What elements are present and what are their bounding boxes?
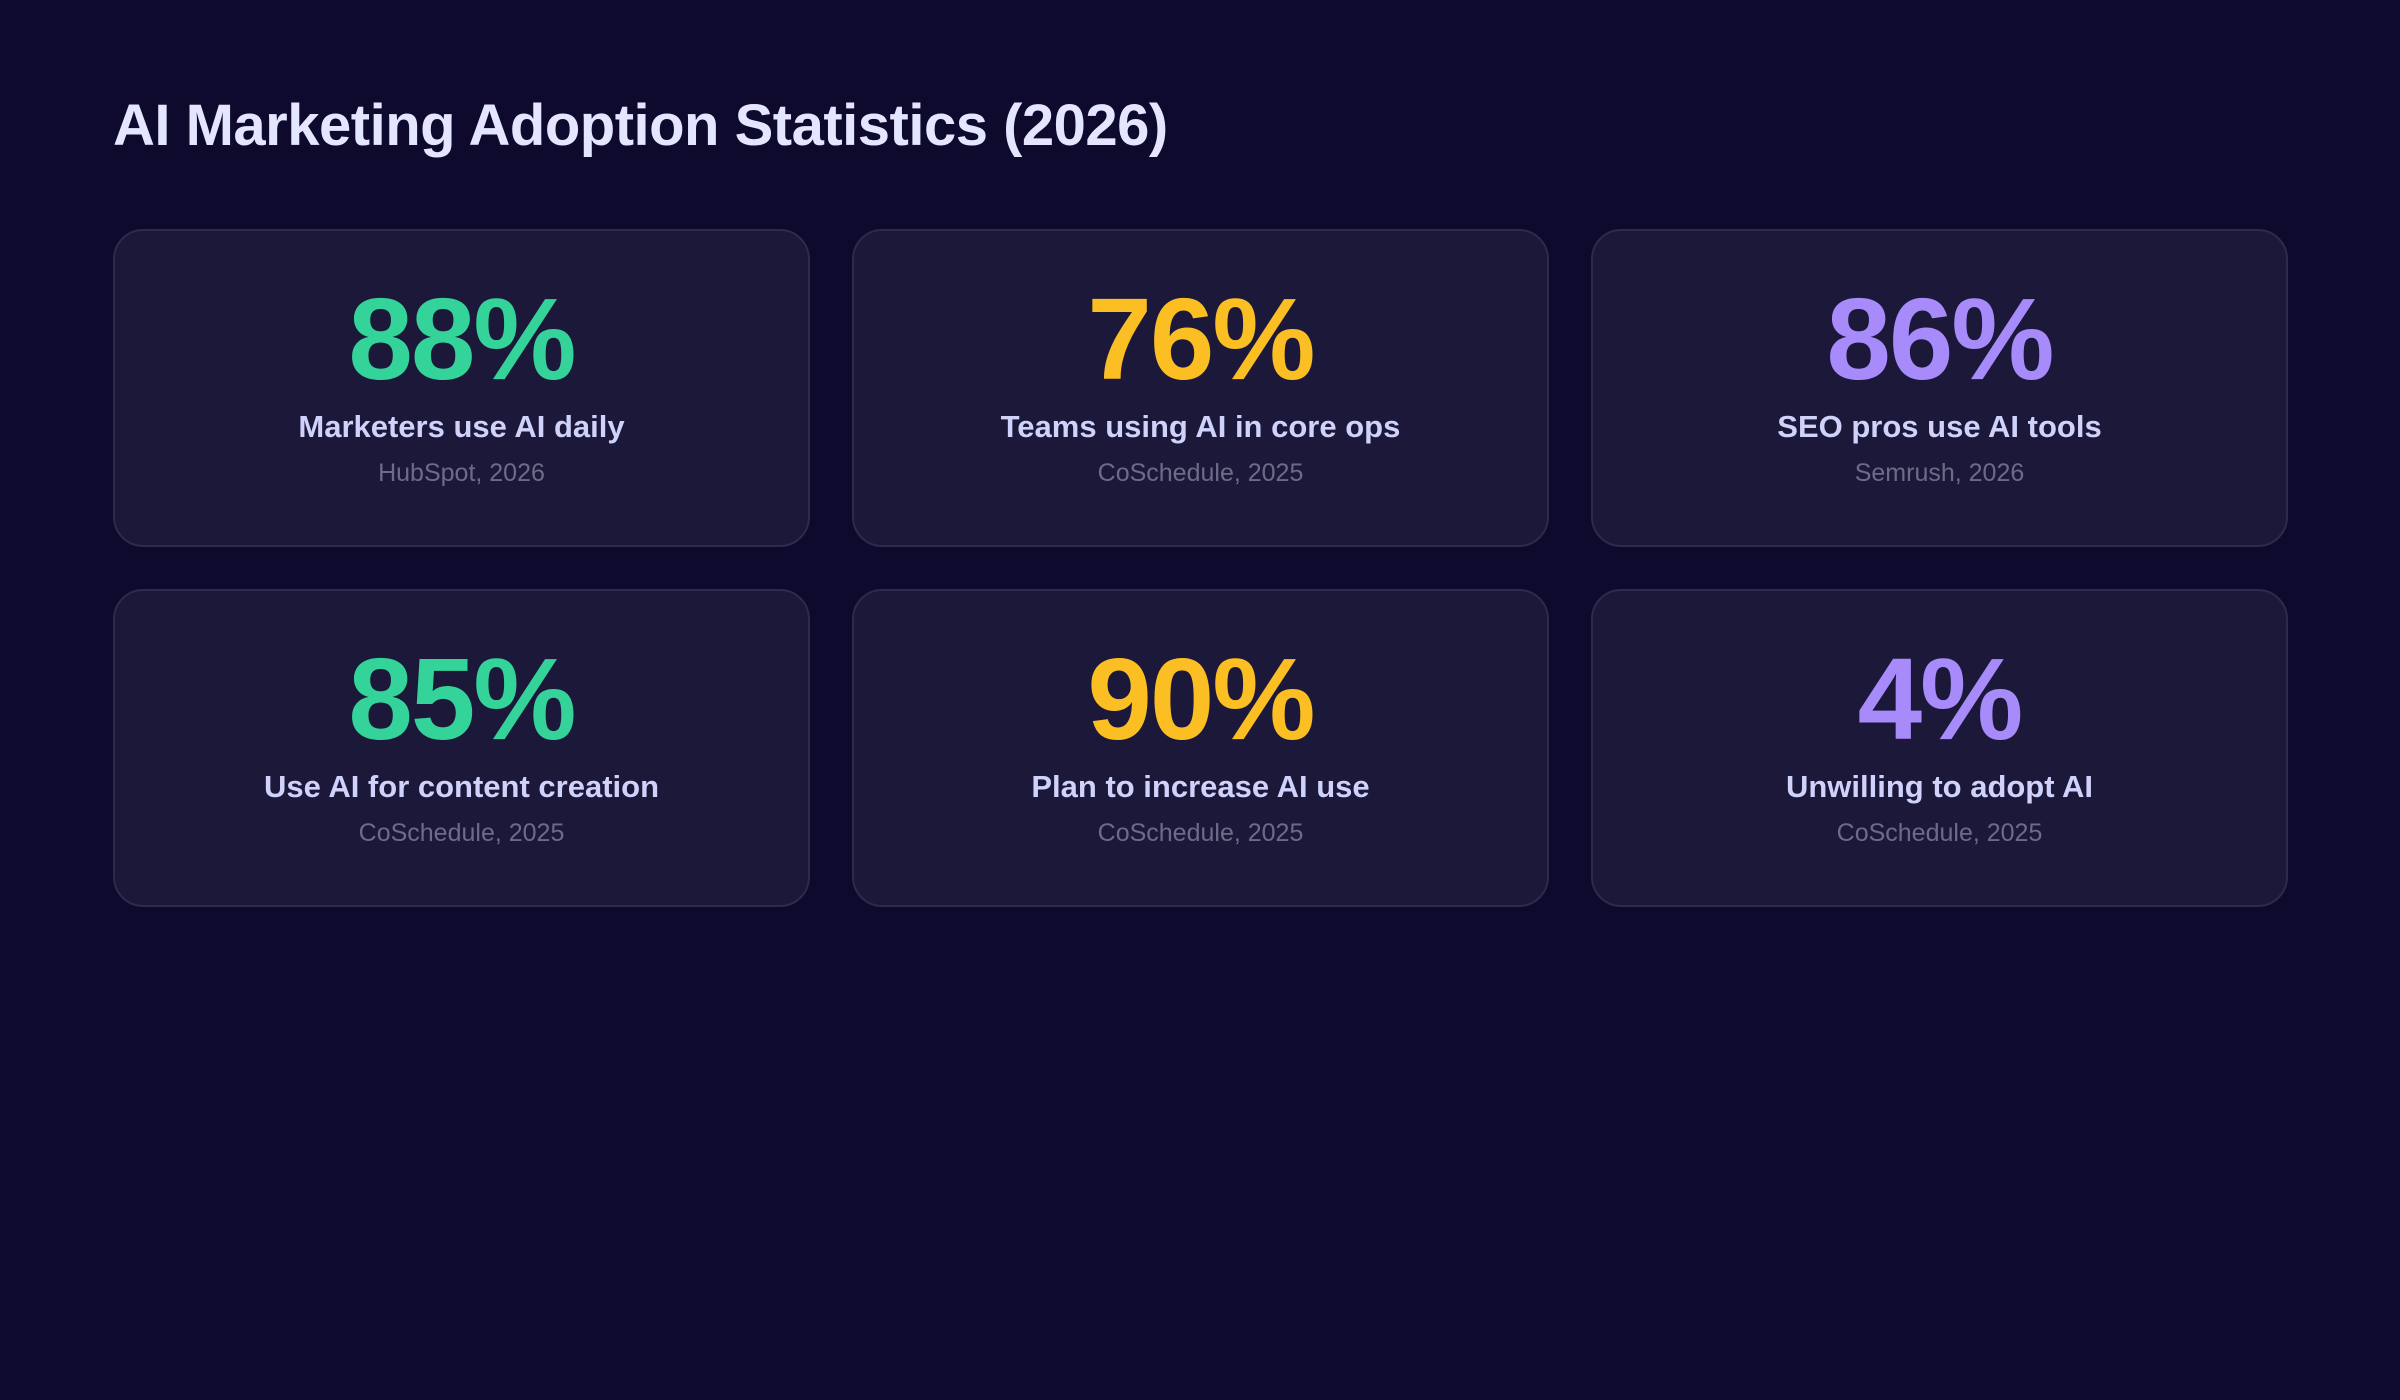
stat-source: CoSchedule, 2025 (358, 819, 565, 847)
stat-label: Plan to increase AI use (1031, 769, 1370, 804)
stat-source: CoSchedule, 2025 (1836, 819, 2043, 847)
stats-grid: 88% Marketers use AI daily HubSpot, 2026 7… (113, 229, 2288, 907)
stat-value: 4% (1857, 634, 2024, 764)
stat-card: 90% Plan to increase AI use CoSchedule, 20… (852, 589, 1549, 907)
page-title: AI Marketing Adoption Statistics (2026) (113, 93, 1168, 158)
stat-label: Unwilling to adopt AI (1785, 769, 2094, 804)
stat-source: HubSpot, 2026 (378, 459, 545, 487)
stat-value: 88% (348, 274, 576, 404)
stat-label: Teams using AI in core ops (1000, 409, 1401, 444)
stat-value: 90% (1087, 634, 1315, 764)
stat-label: SEO pros use AI tools (1777, 409, 2102, 444)
stat-value: 85% (348, 634, 576, 764)
stat-label: Marketers use AI daily (298, 409, 625, 444)
stat-source: Semrush, 2026 (1854, 459, 2025, 487)
stat-card: 76% Teams using AI in core ops CoSchedule,… (852, 229, 1549, 547)
stat-source: CoSchedule, 2025 (1097, 459, 1304, 487)
stat-card: 88% Marketers use AI daily HubSpot, 2026 (113, 229, 810, 547)
stat-card: 85% Use AI for content creation CoSchedule… (113, 589, 810, 907)
stat-card: 86% SEO pros use AI tools Semrush, 2026 (1591, 229, 2288, 547)
stat-source: CoSchedule, 2025 (1097, 819, 1304, 847)
stat-label: Use AI for content creation (263, 769, 660, 804)
stat-value: 86% (1826, 274, 2054, 404)
stat-value: 76% (1087, 274, 1315, 404)
stat-card: 4% Unwilling to adopt AI CoSchedule, 2025 (1591, 589, 2288, 907)
